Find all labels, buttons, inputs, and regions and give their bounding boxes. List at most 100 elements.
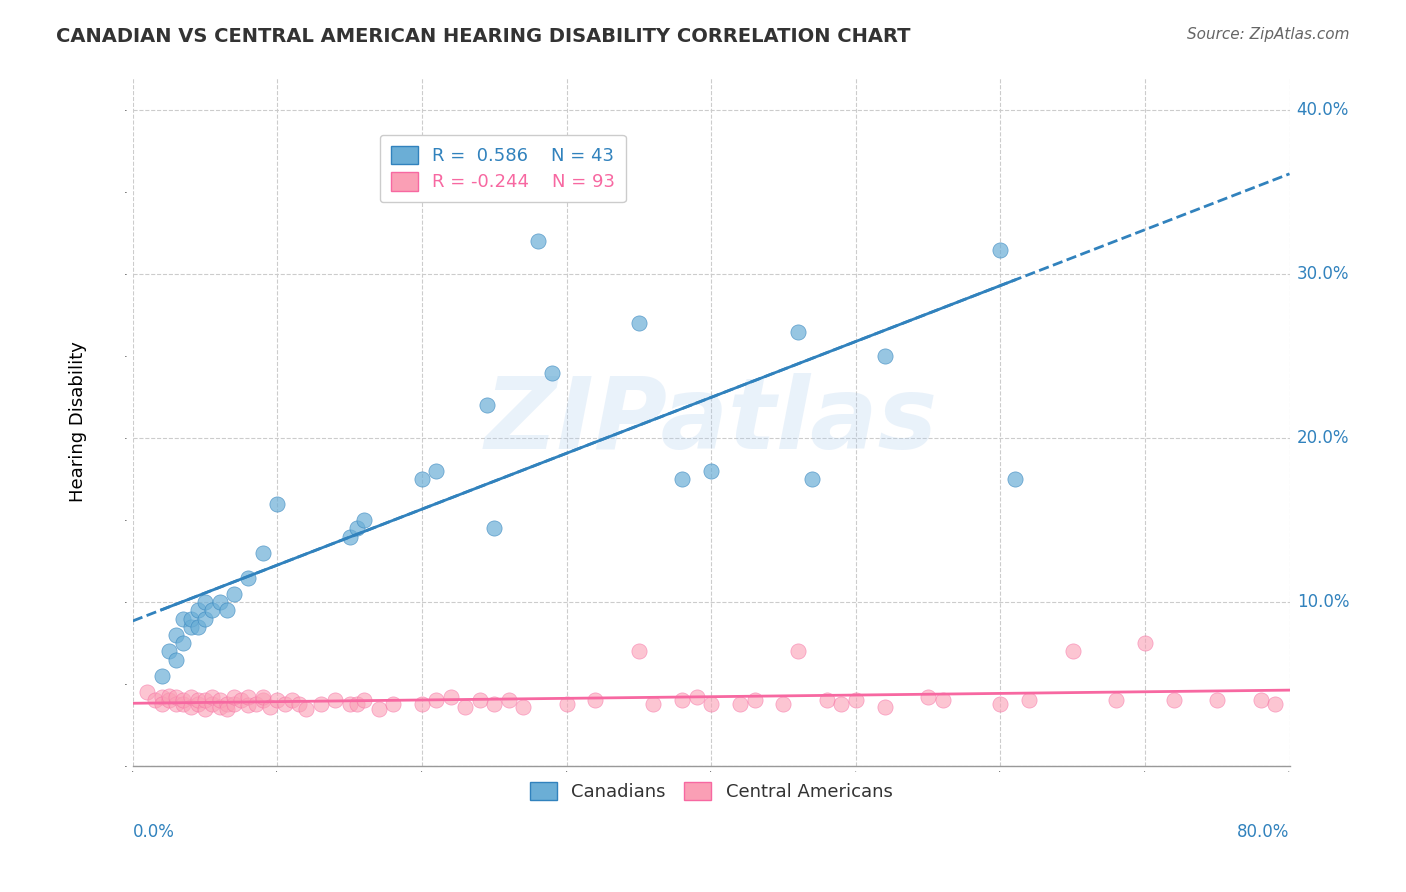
Point: [245, 697, 267, 711]
Point: [1018, 693, 1040, 707]
Point: [1133, 636, 1156, 650]
Point: [1264, 697, 1286, 711]
Point: [339, 529, 361, 543]
Point: [172, 697, 194, 711]
Point: [172, 693, 194, 707]
Point: [541, 366, 564, 380]
Point: [238, 570, 260, 584]
Point: [295, 702, 318, 716]
Point: [686, 690, 709, 705]
Text: 10.0%: 10.0%: [1296, 593, 1350, 611]
Point: [787, 325, 810, 339]
Point: [150, 690, 173, 705]
Point: [208, 595, 231, 609]
Point: [252, 546, 274, 560]
Point: [1163, 693, 1185, 707]
Point: [1105, 693, 1128, 707]
Point: [157, 644, 180, 658]
Point: [475, 398, 498, 412]
Point: [1004, 472, 1026, 486]
Text: ZIPatlas: ZIPatlas: [485, 373, 938, 470]
Point: [165, 652, 187, 666]
Point: [988, 697, 1011, 711]
Point: [323, 693, 346, 707]
Point: [281, 693, 304, 707]
Point: [1062, 644, 1084, 658]
Point: [215, 603, 238, 617]
Point: [382, 697, 405, 711]
Point: [136, 685, 159, 699]
Point: [346, 697, 368, 711]
Point: [143, 693, 166, 707]
Text: 40.0%: 40.0%: [1296, 101, 1350, 120]
Point: [454, 700, 477, 714]
Text: 30.0%: 30.0%: [1296, 265, 1350, 283]
Point: [700, 697, 723, 711]
Point: [367, 702, 389, 716]
Point: [222, 587, 245, 601]
Point: [440, 690, 463, 705]
Point: [917, 690, 939, 705]
Point: [222, 690, 245, 705]
Point: [643, 697, 665, 711]
Point: [512, 185, 534, 199]
Point: [627, 317, 650, 331]
Point: [425, 693, 447, 707]
Point: [700, 464, 723, 478]
Point: [180, 690, 202, 705]
Point: [273, 697, 295, 711]
Point: [671, 472, 693, 486]
Point: [411, 697, 433, 711]
Point: [238, 698, 260, 713]
Point: [484, 697, 506, 711]
Point: [526, 235, 548, 249]
Point: [353, 693, 375, 707]
Point: [512, 700, 534, 714]
Point: [873, 700, 896, 714]
Point: [231, 693, 253, 707]
Point: [165, 628, 187, 642]
Point: [208, 693, 231, 707]
Point: [484, 521, 506, 535]
Text: 0.0%: 0.0%: [132, 823, 174, 841]
Point: [165, 690, 187, 705]
Point: [187, 697, 209, 711]
Point: [150, 697, 173, 711]
Legend: Canadians, Central Americans: Canadians, Central Americans: [519, 771, 903, 812]
Point: [150, 669, 173, 683]
Point: [266, 693, 288, 707]
Point: [1250, 693, 1272, 707]
Point: [215, 702, 238, 716]
Point: [187, 620, 209, 634]
Point: [194, 693, 217, 707]
Point: [353, 513, 375, 527]
Point: [222, 697, 245, 711]
Point: [411, 472, 433, 486]
Point: [830, 697, 852, 711]
Point: [728, 697, 751, 711]
Point: [468, 693, 491, 707]
Point: [201, 603, 224, 617]
Point: [187, 693, 209, 707]
Point: [425, 464, 447, 478]
Point: [744, 693, 766, 707]
Point: [671, 693, 693, 707]
Point: [873, 349, 896, 363]
Point: [585, 693, 607, 707]
Point: [180, 620, 202, 634]
Point: [339, 697, 361, 711]
Point: [288, 697, 311, 711]
Point: [180, 700, 202, 714]
Point: [157, 693, 180, 707]
Text: 80.0%: 80.0%: [1237, 823, 1289, 841]
Point: [172, 611, 194, 625]
Point: [252, 693, 274, 707]
Point: [266, 497, 288, 511]
Point: [201, 690, 224, 705]
Text: CANADIAN VS CENTRAL AMERICAN HEARING DISABILITY CORRELATION CHART: CANADIAN VS CENTRAL AMERICAN HEARING DIS…: [56, 27, 911, 45]
Point: [187, 603, 209, 617]
Point: [215, 697, 238, 711]
Point: [172, 636, 194, 650]
Point: [165, 697, 187, 711]
Point: [180, 611, 202, 625]
